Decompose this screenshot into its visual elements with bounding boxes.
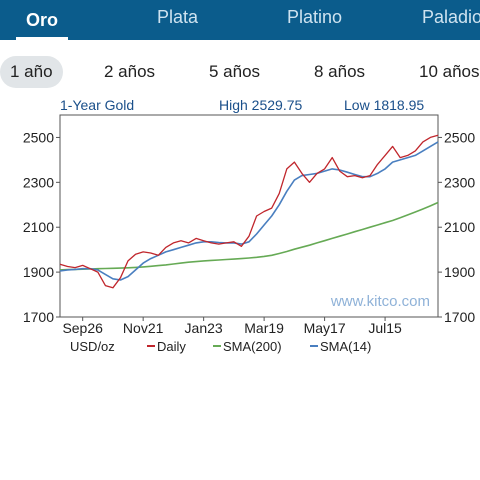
x-tick-label: Mar19: [244, 320, 284, 336]
tab-oro[interactable]: Oro: [15, 0, 69, 40]
plot-frame: [59, 114, 439, 318]
x-tick-label: Jan23: [185, 320, 223, 336]
legend-label-daily: Daily: [157, 339, 186, 354]
gold-price-chart: 1-Year Gold High 2529.75 Low 1818.95 170…: [0, 96, 480, 360]
y-tick-label-right: 1700: [444, 309, 475, 325]
x-axis-ticks: Sep26 Nov21 Jan23 Mar19 May17 Jul15: [62, 317, 402, 336]
period-selector: 1 año 2 años 5 años 8 años 10 años: [0, 40, 480, 96]
y-axis-ticks: 1700 1700 1900 1900 2100 2100 2300 2300 2500 2500: [23, 129, 476, 325]
period-8-years[interactable]: 8 años: [314, 62, 366, 81]
y-tick-label-left: 2300: [23, 174, 54, 190]
y-tick-label-left: 2500: [23, 129, 54, 145]
y-tick-label-left: 2100: [23, 219, 54, 235]
tab-paladio[interactable]: Paladio: [422, 7, 480, 27]
x-tick-label: Sep26: [62, 320, 103, 336]
tab-plata[interactable]: Plata: [157, 7, 199, 27]
x-tick-label: May17: [304, 320, 346, 336]
series-lines: [59, 134, 439, 289]
chart-low-label: Low 1818.95: [344, 97, 424, 113]
period-2-years[interactable]: 2 años: [104, 62, 156, 81]
chart-high-label: High 2529.75: [219, 97, 303, 113]
x-tick-label: Nov21: [123, 320, 164, 336]
y-tick-label-right: 2300: [444, 174, 475, 190]
y-tick-label-right: 2100: [444, 219, 475, 235]
metal-tab-bar: Oro Plata Platino Paladio: [0, 0, 480, 40]
period-5-years[interactable]: 5 años: [209, 62, 261, 81]
period-1-year[interactable]: 1 año: [0, 56, 63, 88]
chart-svg: 1-Year Gold High 2529.75 Low 1818.95 170…: [0, 96, 480, 360]
chart-title: 1-Year Gold: [60, 97, 134, 113]
y-tick-label-right: 2500: [444, 129, 475, 145]
tab-platino[interactable]: Platino: [287, 7, 343, 27]
period-10-years[interactable]: 10 años: [419, 62, 480, 81]
series-line-sma14: [59, 141, 439, 281]
x-tick-label: Jul15: [368, 320, 402, 336]
chart-legend: Daily SMA(200) SMA(14): [147, 339, 371, 354]
series-line-sma200: [59, 201, 439, 271]
unit-label: USD/oz: [70, 339, 115, 354]
legend-label-sma14: SMA(14): [320, 339, 371, 354]
y-tick-label-left: 1700: [23, 309, 54, 325]
kitco-watermark: www.kitco.com: [330, 293, 430, 310]
legend-label-sma200: SMA(200): [223, 339, 282, 354]
series-line-daily: [59, 134, 439, 289]
y-tick-label-right: 1900: [444, 264, 475, 280]
chart-background: [0, 96, 480, 360]
y-tick-label-left: 1900: [23, 264, 54, 280]
